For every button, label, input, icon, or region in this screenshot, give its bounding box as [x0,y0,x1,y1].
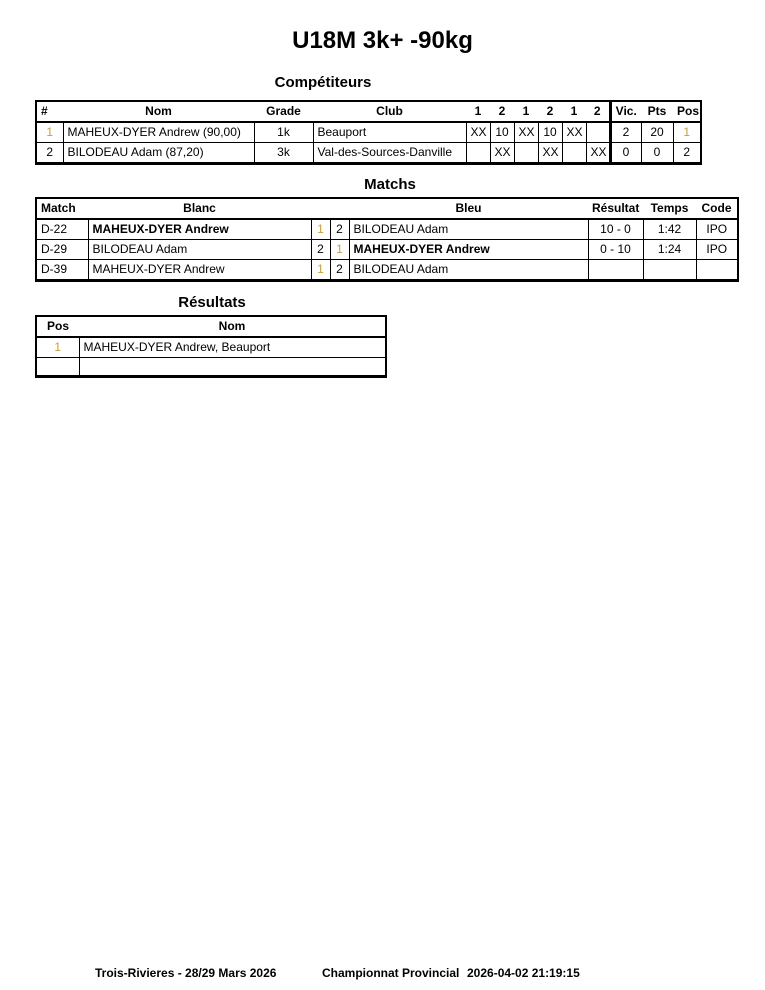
victories-cell: 2 [608,121,642,143]
col-header-match3: 1 [514,101,538,123]
match-result: 0 - 10 [587,239,644,260]
col-header-nom: Nom [63,101,254,123]
competitor-name: MAHEUX-DYER Andrew (90,00) [62,121,255,143]
result-row [35,357,387,377]
score-cell [561,142,587,164]
competitor-club: Val-des-Sources-Danville [312,142,467,164]
competitor-row: 1 MAHEUX-DYER Andrew (90,00) 1k Beauport… [35,121,702,143]
bleu-name: BILODEAU Adam [348,218,589,240]
blanc-number: 2 [310,239,331,260]
match-time [642,259,697,281]
col-header-match5: 1 [562,101,586,123]
blanc-name: MAHEUX-DYER Andrew [87,259,312,281]
col-header-match2: 2 [490,101,514,123]
competitor-club: Beauport [312,121,467,143]
col-header-resultat: Résultat [588,198,643,220]
position-cell: 1 [672,121,702,143]
match-row: D-29 BILODEAU Adam 2 1 MAHEUX-DYER Andre… [35,239,739,260]
col-header-match6: 2 [586,101,610,123]
score-cell [585,121,611,143]
col-header-pts: Pts [641,101,673,123]
score-cell: XX [585,142,611,164]
col-header-grade: Grade [254,101,313,123]
score-cell: XX [561,121,587,143]
col-header-nom: Nom [79,316,386,338]
result-row: 1 MAHEUX-DYER Andrew, Beauport [35,336,387,358]
col-header-temps: Temps [643,198,696,220]
match-code: IPO [695,239,739,260]
competitor-number: 2 [35,142,64,164]
score-cell: 10 [489,121,515,143]
bleu-name: MAHEUX-DYER Andrew [348,239,589,260]
score-cell: XX [513,121,539,143]
col-header-bleu: Bleu [349,198,588,220]
col-header-pos: Pos [673,101,701,123]
score-cell: XX [489,142,515,164]
results-heading: Résultats [178,294,246,311]
col-header-pos: Pos [36,316,79,338]
results-header-row: Pos Nom [36,316,386,338]
points-cell: 0 [640,142,674,164]
result-name [78,357,387,377]
footer-location-date: Trois-Rivieres - 28/29 Mars 2026 [95,966,277,980]
col-header-code: Code [696,198,738,220]
col-header-vic: Vic. [608,101,641,123]
match-result: 10 - 0 [587,218,644,240]
matches-heading: Matchs [364,176,416,193]
score-cell: XX [465,121,491,143]
col-header-match1: 1 [466,101,490,123]
competitor-row: 2 BILODEAU Adam (87,20) 3k Val-des-Sourc… [35,142,702,164]
col-header-blanc-num [311,198,330,220]
match-time: 1:24 [642,239,697,260]
match-code [695,259,739,281]
col-header-num: # [36,101,63,123]
footer-event-name: Championnat Provincial [322,966,460,980]
results-table: Pos Nom 1 MAHEUX-DYER Andrew, Beauport [35,315,387,378]
blanc-number: 1 [310,218,331,240]
result-position: 1 [35,336,80,358]
result-name: MAHEUX-DYER Andrew, Beauport [78,336,387,358]
points-cell: 20 [640,121,674,143]
score-cell: 10 [537,121,563,143]
competitor-grade: 3k [253,142,314,164]
footer-timestamp: 2026-04-02 21:19:15 [467,966,580,980]
matches-header-row: Match Blanc Bleu Résultat Temps Code [36,198,738,220]
matches-table: Match Blanc Bleu Résultat Temps Code D-2… [35,197,739,282]
match-id: D-29 [35,239,89,260]
competitor-grade: 1k [253,121,314,143]
blanc-name: BILODEAU Adam [87,239,312,260]
blanc-number: 1 [310,259,331,281]
score-cell [465,142,491,164]
match-result [587,259,644,281]
match-code: IPO [695,218,739,240]
competitors-header-row: # Nom Grade Club 1 2 1 2 1 2 Vic. Pts Po… [36,101,701,123]
col-header-club: Club [313,101,466,123]
col-header-match-id: Match [36,198,88,220]
score-cell [513,142,539,164]
col-header-match4: 2 [538,101,562,123]
match-id: D-22 [35,218,89,240]
bleu-number: 1 [329,239,350,260]
result-position [35,357,80,377]
victories-cell: 0 [608,142,642,164]
competitors-heading: Compétiteurs [274,74,372,91]
score-cell: XX [537,142,563,164]
match-time: 1:42 [642,218,697,240]
col-header-blanc: Blanc [88,198,311,220]
bleu-number: 2 [329,218,350,240]
competitors-table: # Nom Grade Club 1 2 1 2 1 2 Vic. Pts Po… [35,100,702,165]
match-id: D-39 [35,259,89,281]
blanc-name: MAHEUX-DYER Andrew [87,218,312,240]
position-cell: 2 [672,142,702,164]
bleu-number: 2 [329,259,350,281]
match-row: D-22 MAHEUX-DYER Andrew 1 2 BILODEAU Ada… [35,218,739,240]
col-header-bleu-num [330,198,349,220]
bleu-name: BILODEAU Adam [348,259,589,281]
page-title: U18M 3k+ -90kg [292,27,473,54]
match-row: D-39 MAHEUX-DYER Andrew 1 2 BILODEAU Ada… [35,259,739,281]
competitor-number: 1 [35,121,64,143]
competitor-name: BILODEAU Adam (87,20) [62,142,255,164]
